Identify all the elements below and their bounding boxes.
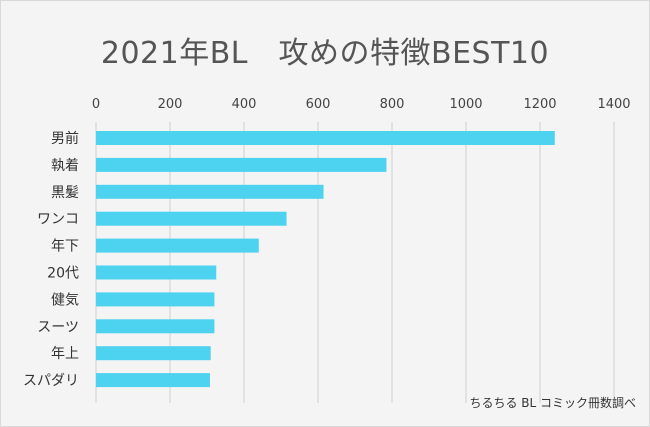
bar <box>96 157 387 172</box>
x-tick-label: 0 <box>92 97 100 112</box>
bars <box>96 131 555 388</box>
bar <box>96 373 210 388</box>
bar <box>96 131 555 145</box>
category-label: 男前 <box>51 130 79 147</box>
chart-title: 2021年BL 攻めの特徴BEST10 <box>100 36 550 71</box>
bar <box>96 292 215 307</box>
category-label: スパダリ <box>23 373 79 389</box>
x-tick-label: 400 <box>232 97 257 112</box>
bar <box>96 184 324 199</box>
bar <box>96 265 217 280</box>
bar <box>96 211 287 226</box>
x-tick-label: 200 <box>158 97 183 112</box>
category-label: 黒髪 <box>51 185 79 201</box>
x-tick-label: 800 <box>380 97 405 112</box>
category-label: 執着 <box>51 158 79 174</box>
category-label: 年下 <box>51 239 79 255</box>
x-tick-labels: 0 200 400 600 800 1000 1200 1400 <box>92 97 631 112</box>
category-label: 健気 <box>51 292 79 308</box>
x-tick-label: 1200 <box>523 97 556 112</box>
source-note: ちるちる BL コミック冊数調べ <box>469 396 636 410</box>
category-label: 年上 <box>51 346 79 362</box>
bar <box>96 238 259 253</box>
x-tick-label: 600 <box>306 97 331 112</box>
bar <box>96 319 215 334</box>
bar <box>96 346 211 361</box>
category-label: ワンコ <box>37 212 79 228</box>
category-label: 20代 <box>47 266 79 282</box>
x-tick-label: 1000 <box>449 97 482 112</box>
category-label: スーツ <box>37 319 79 335</box>
x-tick-label: 1400 <box>597 97 630 112</box>
